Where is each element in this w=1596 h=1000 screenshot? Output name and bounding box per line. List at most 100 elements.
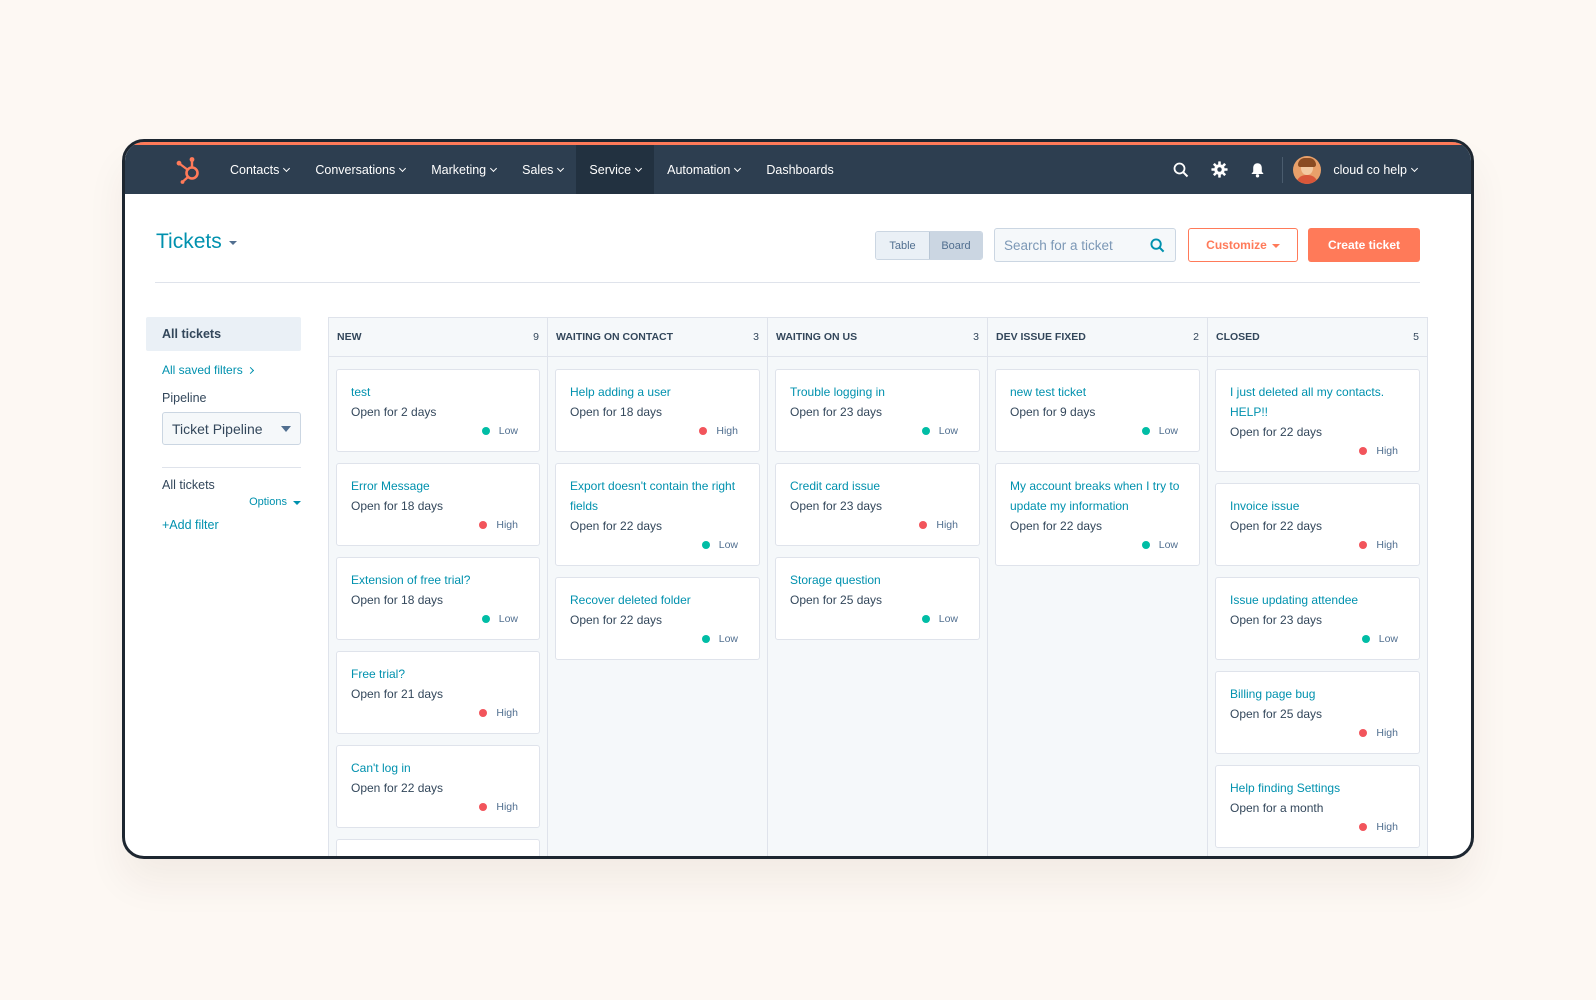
ticket-card[interactable]: Error Message Open for 18 days High [336,463,540,546]
ticket-card[interactable]: Free trial? Open for 21 days High [336,651,540,734]
board-view-button[interactable]: Board [929,232,982,259]
ticket-title-link[interactable]: Credit card issue [790,479,881,493]
nav-item-label: Contacts [230,162,280,177]
app-window: Contacts Conversations Marketing Sales Servi… [122,139,1474,859]
ticket-title-link[interactable]: Issue updating attendee [1230,593,1359,607]
ticket-title-link[interactable]: new test ticket [1010,385,1087,399]
ticket-open-duration: Open for 2 days [351,405,437,419]
caret-down-icon [228,241,237,245]
ticket-priority: Low [1230,630,1405,648]
ticket-card[interactable]: I just deleted all my contacts. HELP!! Op… [1215,369,1420,472]
nav-item-marketing[interactable]: Marketing [418,145,509,194]
chevron-down-icon [283,164,291,172]
ticket-open-duration: Open for 22 days [570,613,663,627]
ticket-title-link[interactable]: Help adding a user [570,385,671,399]
priority-dot-icon [1141,427,1150,435]
bell-icon [1251,162,1264,177]
ticket-open-duration: Open for 22 days [1230,425,1323,439]
priority-dot-icon [1359,823,1368,831]
ticket-priority: High [570,422,745,440]
priority-label: High [1376,821,1398,833]
create-ticket-button[interactable]: Create ticket [1308,228,1420,262]
view-toggle: Table Board [875,231,983,260]
ticket-open-duration: Open for 18 days [570,405,663,419]
ticket-priority: High [351,516,525,534]
customize-label: Customize [1206,238,1267,252]
priority-label: High [496,519,518,531]
avatar[interactable] [1293,155,1322,184]
notifications-button[interactable] [1238,145,1276,194]
ticket-card[interactable]: Extension of free trial? Open for 18 days… [336,557,540,640]
ticket-card[interactable]: Export doesn't contain the right fields O… [555,463,760,566]
ticket-title-link[interactable]: Error Message [351,479,430,493]
ticket-title-link[interactable]: test [351,385,371,399]
priority-label: High [1376,445,1398,457]
ticket-title-link[interactable]: Invoice issue [1230,499,1300,513]
ticket-card[interactable]: Storage question Open for 25 days Low [775,557,980,640]
ticket-title-link[interactable]: Help finding Settings [1230,781,1341,795]
nav-item-conversations[interactable]: Conversations [302,145,418,194]
ticket-card[interactable]: Issue updating attendee Open for 23 days L… [1215,577,1420,660]
search-input[interactable] [1004,237,1144,253]
ticket-priority: Low [790,610,965,628]
column-cards: new test ticket Open for 9 days Low My acco… [988,357,1207,566]
ticket-card[interactable]: Trouble logging in Open for 23 days Low [775,369,980,452]
priority-dot-icon [699,427,708,435]
search-icon[interactable] [1150,238,1165,253]
ticket-title-link[interactable]: Billing page bug [1230,687,1316,701]
priority-label: Low [1158,425,1178,437]
ticket-card[interactable]: Help finding Settings Open for a month Hig… [1215,765,1420,848]
view-all-tickets[interactable]: All tickets [146,317,301,351]
pipeline-label: Pipeline [162,391,207,405]
table-view-button[interactable]: Table [876,232,929,259]
ticket-card[interactable]: Billing page bug Open for 25 days High [1215,671,1420,754]
settings-button[interactable] [1200,145,1238,194]
ticket-title-link[interactable]: Free trial? [351,667,406,681]
customize-button[interactable]: Customize [1188,228,1298,262]
page-title[interactable]: Tickets [156,230,237,254]
nav-item-dashboards[interactable]: Dashboards [753,145,846,194]
ticket-card[interactable] [336,839,540,856]
nav-item-sales[interactable]: Sales [509,145,576,194]
nav-divider [1282,156,1284,183]
ticket-priority: High [1230,724,1405,742]
add-filter-link[interactable]: +Add filter [162,518,219,532]
nav-item-service[interactable]: Service [576,145,655,194]
ticket-title-link[interactable]: Recover deleted folder [570,593,691,607]
ticket-title-link[interactable]: Can't log in [351,761,411,775]
pipeline-select[interactable]: Ticket Pipeline [162,412,301,445]
ticket-title-link[interactable]: I just deleted all my contacts. HELP!! [1230,385,1385,419]
ticket-card[interactable]: My account breaks when I try to update m… [995,463,1200,566]
ticket-title-link[interactable]: My account breaks when I try to update m… [1010,479,1180,513]
ticket-title-link[interactable]: Extension of free trial? [351,573,471,587]
ticket-open-duration: Open for 23 days [1230,613,1323,627]
ticket-card[interactable]: new test ticket Open for 9 days Low [995,369,1200,452]
ticket-priority: High [1230,536,1405,554]
ticket-open-duration: Open for 25 days [1230,707,1323,721]
options-dropdown[interactable]: Options [146,496,301,508]
column-header: WAITING ON CONTACT 3 [548,318,767,357]
caret-down-icon [1271,244,1280,248]
all-saved-filters-link[interactable]: All saved filters [146,363,301,377]
account-menu[interactable]: cloud co help [1333,163,1419,177]
nav-item-automation[interactable]: Automation [654,145,753,194]
ticket-card[interactable]: Recover deleted folder Open for 22 days Lo… [555,577,760,660]
ticket-card[interactable]: Can't log in Open for 22 days High [336,745,540,828]
priority-label: Low [938,425,958,437]
ticket-title-link[interactable]: Export doesn't contain the right fields [570,479,736,513]
sidebar-divider [162,467,301,468]
ticket-priority: Low [1010,422,1185,440]
nav-item-label: Automation [667,162,731,177]
nav-item-contacts[interactable]: Contacts [217,145,302,194]
ticket-title-link[interactable]: Trouble logging in [790,385,885,399]
ticket-card[interactable]: Help adding a user Open for 18 days High [555,369,760,452]
chevron-down-icon [734,164,742,172]
search-button[interactable] [1162,145,1200,194]
ticket-card[interactable]: test Open for 2 days Low [336,369,540,452]
column-header: NEW 9 [329,318,547,357]
hubspot-logo-icon[interactable] [175,155,203,185]
ticket-card[interactable]: Credit card issue Open for 23 days High [775,463,980,546]
ticket-title-link[interactable]: Storage question [790,573,881,587]
ticket-card[interactable]: Invoice issue Open for 22 days High [1215,483,1420,566]
top-nav-actions: cloud co help [1162,145,1471,194]
